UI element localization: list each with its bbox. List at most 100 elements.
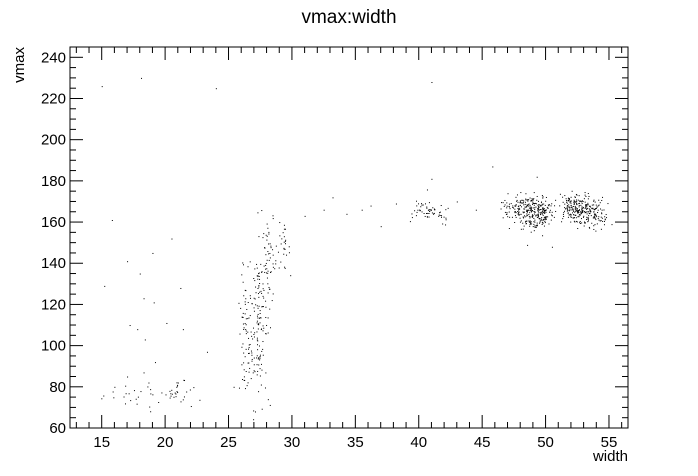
data-point	[584, 192, 586, 194]
data-point	[595, 214, 597, 216]
data-point	[176, 391, 178, 393]
data-point	[143, 298, 145, 300]
data-point	[283, 224, 285, 226]
data-point	[586, 208, 588, 210]
data-point	[244, 388, 246, 390]
data-point	[539, 209, 541, 211]
data-point	[267, 399, 269, 401]
data-point	[529, 217, 531, 219]
data-point	[532, 215, 534, 217]
data-point	[527, 209, 529, 211]
data-point	[150, 393, 152, 395]
data-point	[513, 207, 515, 209]
data-point	[242, 343, 244, 345]
data-point	[206, 351, 208, 353]
data-point	[574, 211, 576, 213]
data-point	[288, 246, 290, 248]
data-point	[258, 275, 260, 277]
data-point	[577, 228, 579, 230]
data-point	[564, 195, 566, 197]
data-point	[456, 201, 458, 203]
data-point	[508, 228, 510, 230]
data-point	[253, 310, 255, 312]
data-point	[522, 212, 524, 214]
data-point	[537, 206, 539, 208]
data-point	[541, 219, 543, 221]
data-point	[526, 206, 528, 208]
data-point	[504, 199, 506, 201]
data-point	[566, 204, 568, 206]
data-point	[585, 219, 587, 221]
data-point	[584, 212, 586, 214]
data-point	[545, 218, 547, 220]
data-point	[242, 379, 244, 381]
data-point	[536, 224, 538, 226]
data-point	[249, 367, 251, 369]
data-point	[258, 273, 260, 275]
data-point	[266, 223, 268, 225]
data-point	[264, 247, 266, 249]
data-point	[251, 303, 253, 305]
data-point	[270, 327, 272, 329]
data-point	[601, 199, 603, 201]
data-point	[579, 222, 581, 224]
data-point	[527, 205, 529, 207]
data-point	[170, 393, 172, 395]
data-point	[548, 205, 550, 207]
data-point	[262, 283, 264, 285]
data-point	[517, 208, 519, 210]
data-point	[269, 257, 271, 259]
data-point	[537, 215, 539, 217]
data-point	[277, 251, 279, 253]
data-point	[430, 209, 432, 211]
data-point	[525, 221, 527, 223]
data-point	[568, 214, 570, 216]
data-point	[542, 235, 544, 237]
data-point	[584, 222, 586, 224]
data-point	[581, 208, 583, 210]
data-point	[279, 222, 281, 224]
data-point	[272, 215, 274, 217]
x-tick-label: 20	[157, 434, 174, 451]
data-point	[532, 210, 534, 212]
data-point	[529, 223, 531, 225]
data-point	[426, 206, 428, 208]
y-tick-label: 200	[41, 132, 66, 149]
data-point	[283, 248, 285, 250]
data-point	[256, 355, 258, 357]
data-point	[253, 370, 255, 372]
data-point	[543, 211, 545, 213]
data-point	[370, 205, 372, 207]
data-point	[522, 216, 524, 218]
data-point	[183, 396, 185, 398]
data-point	[257, 340, 259, 342]
data-point	[516, 194, 518, 196]
data-point	[245, 333, 247, 335]
data-point	[529, 221, 531, 223]
data-point	[559, 193, 561, 195]
data-point	[578, 200, 580, 202]
data-point	[361, 209, 363, 211]
data-point	[509, 216, 511, 218]
data-point	[514, 222, 516, 224]
data-point	[261, 271, 263, 273]
data-point	[594, 217, 596, 219]
data-point	[566, 206, 568, 208]
data-point	[525, 198, 527, 200]
data-point	[511, 216, 513, 218]
data-point	[549, 211, 551, 213]
data-point	[603, 224, 605, 226]
data-point	[548, 223, 550, 225]
data-point	[570, 196, 572, 198]
data-point	[575, 193, 577, 195]
data-point	[583, 215, 585, 217]
data-point	[268, 259, 270, 261]
data-point	[250, 331, 252, 333]
data-point	[440, 205, 442, 207]
data-point	[419, 210, 421, 212]
data-point	[171, 389, 173, 391]
data-point	[186, 391, 188, 393]
data-point	[275, 245, 277, 247]
data-point	[566, 202, 568, 204]
data-point	[184, 380, 186, 382]
